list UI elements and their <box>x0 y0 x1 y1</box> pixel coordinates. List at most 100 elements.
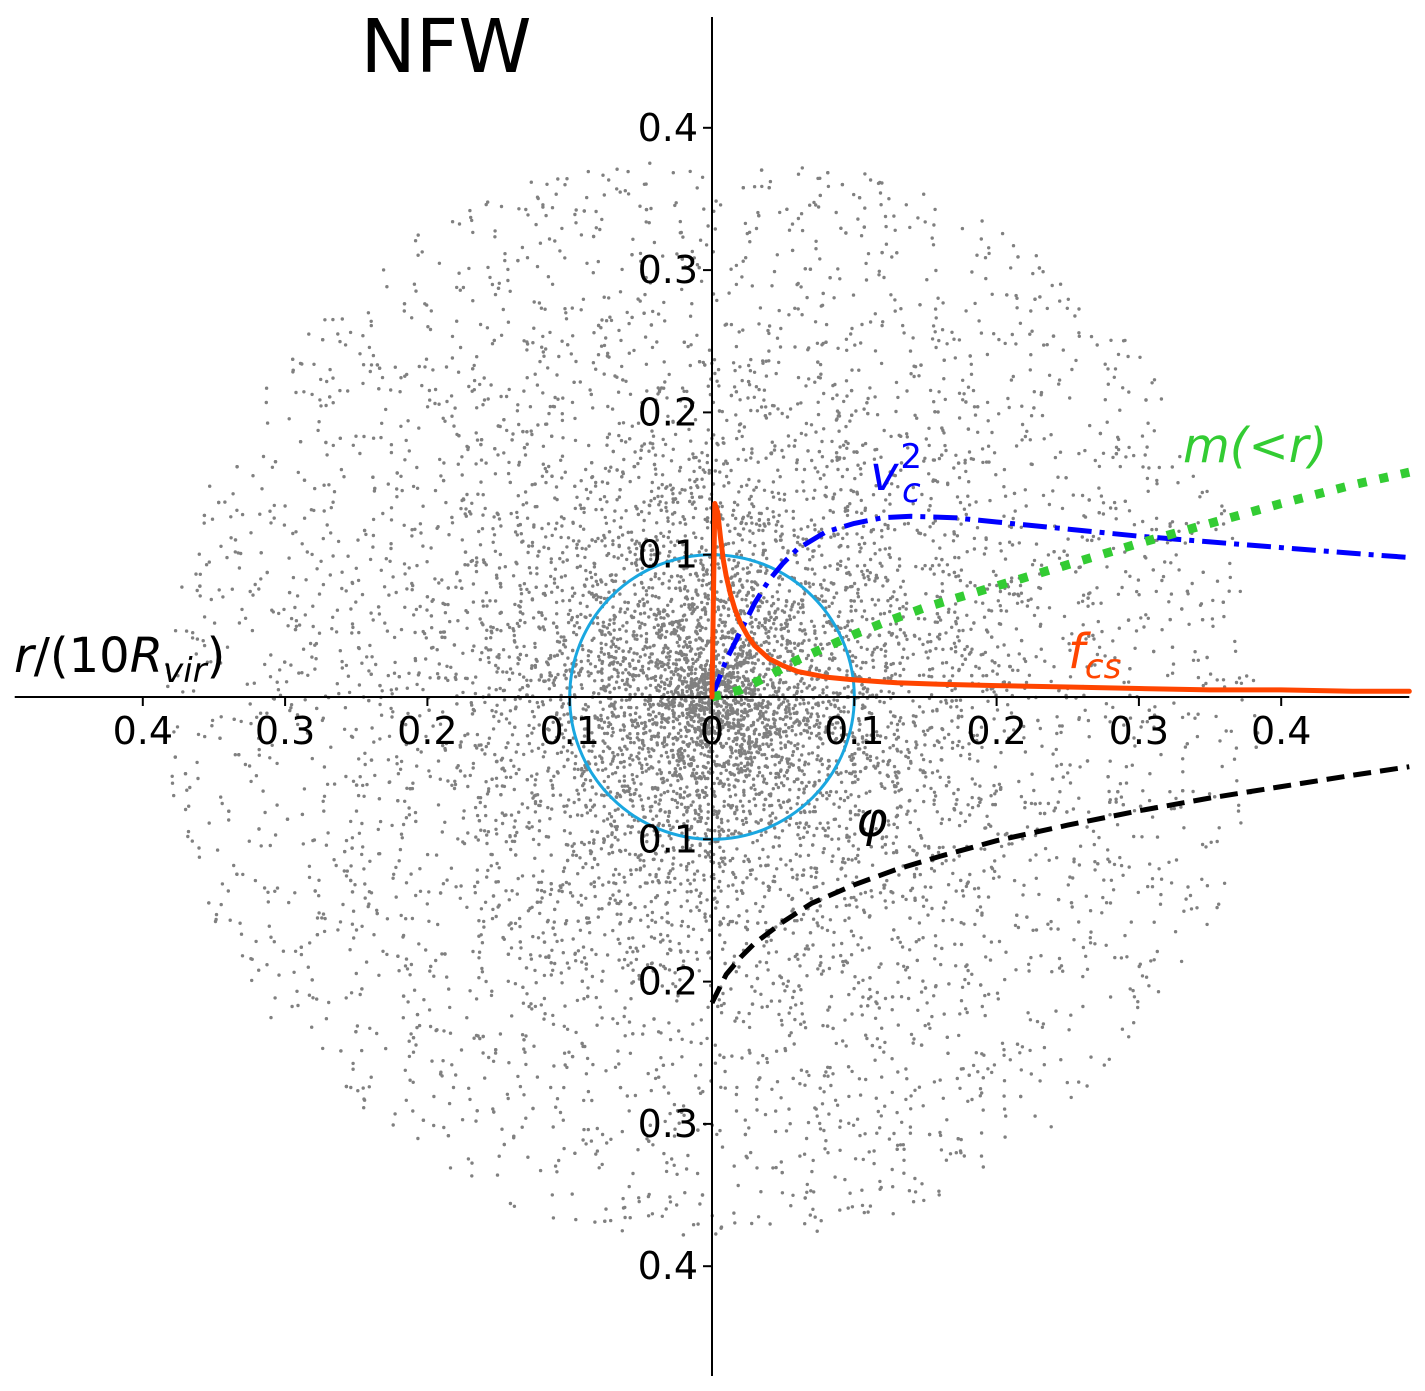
scatter-point <box>548 330 552 335</box>
scatter-point <box>379 435 383 440</box>
scatter-point <box>899 716 903 720</box>
scatter-point <box>809 423 814 427</box>
scatter-point <box>319 559 323 563</box>
scatter-point <box>677 658 682 662</box>
scatter-point <box>905 656 910 660</box>
scatter-point <box>941 301 945 305</box>
scatter-point <box>807 377 811 381</box>
scatter-point <box>582 741 586 745</box>
scatter-point <box>878 561 882 565</box>
scatter-point <box>307 993 312 997</box>
scatter-point <box>756 210 760 215</box>
scatter-point <box>802 592 807 596</box>
scatter-point <box>249 531 253 535</box>
scatter-point <box>576 553 580 558</box>
scatter-point <box>561 560 565 564</box>
scatter-point <box>1215 839 1219 844</box>
scatter-point <box>620 364 624 369</box>
scatter-point <box>628 1051 633 1056</box>
scatter-point <box>873 1016 878 1020</box>
scatter-point <box>718 1053 722 1057</box>
scatter-point <box>572 800 576 805</box>
scatter-point <box>780 1023 784 1027</box>
scatter-point <box>845 394 849 398</box>
scatter-point <box>1144 556 1148 560</box>
scatter-point <box>723 676 727 680</box>
scatter-point <box>645 991 650 995</box>
scatter-point <box>619 912 623 916</box>
scatter-point <box>342 727 347 731</box>
scatter-point <box>620 678 625 683</box>
scatter-point <box>348 330 353 335</box>
scatter-point <box>645 762 649 767</box>
scatter-point <box>650 429 654 433</box>
scatter-point <box>436 922 440 927</box>
scatter-point <box>773 444 777 448</box>
scatter-point <box>894 380 899 385</box>
scatter-point <box>967 480 971 484</box>
scatter-point <box>390 715 394 719</box>
scatter-point <box>444 676 448 680</box>
scatter-point <box>853 655 858 660</box>
scatter-point <box>565 545 569 549</box>
scatter-point <box>736 670 740 675</box>
scatter-point <box>982 552 987 556</box>
scatter-point <box>745 876 749 880</box>
scatter-point <box>1023 806 1027 810</box>
scatter-point <box>454 672 458 676</box>
scatter-point <box>609 645 613 649</box>
scatter-point <box>959 920 963 925</box>
scatter-point <box>1186 712 1191 716</box>
scatter-point <box>465 626 469 630</box>
scatter-point <box>784 646 788 650</box>
scatter-point <box>759 643 763 647</box>
scatter-point <box>1118 464 1123 469</box>
scatter-point <box>576 900 580 904</box>
scatter-point <box>895 598 899 602</box>
scatter-point <box>684 680 689 684</box>
scatter-point <box>754 617 758 622</box>
scatter-point <box>959 753 963 758</box>
scatter-point <box>783 722 788 727</box>
scatter-point <box>853 343 857 347</box>
scatter-point <box>769 678 773 682</box>
scatter-point <box>787 957 791 961</box>
scatter-point <box>1198 495 1202 499</box>
scatter-point <box>749 708 754 712</box>
scatter-point <box>657 802 661 806</box>
scatter-point <box>805 974 809 978</box>
scatter-point <box>833 1175 837 1179</box>
scatter-point <box>862 827 866 831</box>
scatter-point <box>264 386 269 390</box>
scatter-point <box>845 673 849 677</box>
scatter-point <box>814 667 818 672</box>
scatter-point <box>839 626 843 630</box>
scatter-point <box>770 803 774 808</box>
scatter-point <box>939 700 943 704</box>
scatter-point <box>554 600 559 605</box>
scatter-point <box>565 1065 569 1070</box>
scatter-point <box>992 451 997 455</box>
scatter-point <box>1007 592 1012 596</box>
scatter-point <box>719 889 723 893</box>
scatter-point <box>287 556 291 560</box>
scatter-point <box>600 1162 604 1167</box>
scatter-point <box>800 873 805 877</box>
scatter-point <box>321 716 325 720</box>
scatter-point <box>558 793 563 797</box>
scatter-point <box>796 535 800 539</box>
scatter-point <box>864 1033 868 1037</box>
scatter-point <box>623 1205 627 1210</box>
scatter-point <box>474 462 478 466</box>
scatter-point <box>734 731 738 736</box>
scatter-point <box>650 880 655 884</box>
scatter-point <box>618 941 622 946</box>
scatter-point <box>1049 433 1053 437</box>
scatter-point <box>576 872 580 876</box>
scatter-point <box>1009 711 1014 715</box>
scatter-point <box>490 282 495 287</box>
scatter-point <box>933 957 937 961</box>
scatter-point <box>1177 568 1181 572</box>
scatter-point <box>1031 928 1035 932</box>
scatter-point <box>717 623 721 628</box>
